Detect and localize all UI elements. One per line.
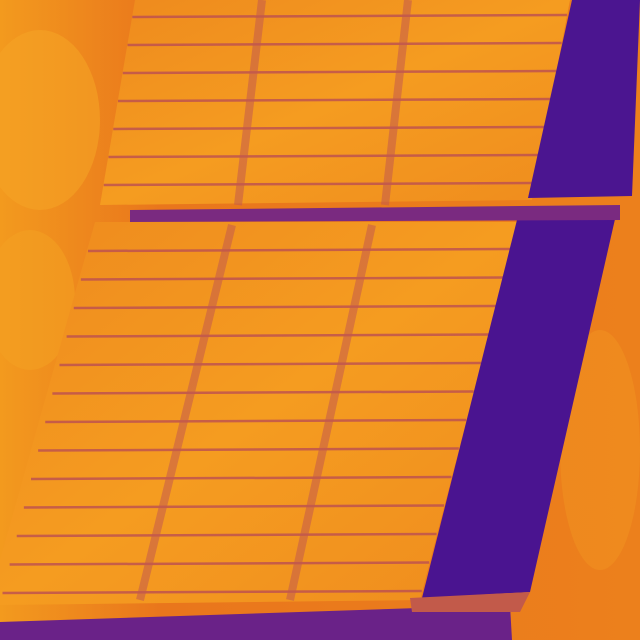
gap-line bbox=[130, 205, 620, 222]
cell-line bbox=[103, 181, 536, 187]
lower-shadow bbox=[422, 206, 618, 598]
cell-line bbox=[80, 276, 504, 281]
cell-line bbox=[117, 97, 552, 103]
cell-line bbox=[23, 504, 445, 509]
lower-panel bbox=[0, 222, 518, 605]
cell-line bbox=[286, 224, 376, 601]
cell-line bbox=[132, 13, 567, 19]
cell-lines bbox=[2, 0, 567, 601]
cell-line bbox=[2, 589, 422, 595]
cell-line bbox=[59, 361, 482, 367]
bottom-strip bbox=[0, 605, 512, 640]
cell-line bbox=[234, 0, 266, 206]
cell-line bbox=[113, 125, 546, 131]
cell-line bbox=[9, 561, 430, 566]
cell-line bbox=[66, 333, 489, 338]
upper-shadow bbox=[528, 0, 640, 198]
cell-line bbox=[16, 532, 437, 538]
cell-line bbox=[127, 41, 562, 47]
bottom-edge bbox=[410, 592, 530, 612]
cell-line bbox=[52, 390, 474, 395]
cell-line bbox=[122, 69, 557, 75]
cell-line bbox=[381, 0, 412, 206]
cell-line bbox=[108, 153, 541, 159]
cell-line bbox=[73, 304, 496, 310]
warm-patch bbox=[0, 230, 75, 370]
cell-line bbox=[87, 247, 511, 253]
cell-line bbox=[30, 475, 452, 481]
cell-line bbox=[136, 224, 236, 601]
cell-line bbox=[45, 418, 467, 424]
warm-patch bbox=[560, 330, 640, 570]
upper-panel bbox=[100, 0, 570, 205]
warm-patch bbox=[0, 30, 100, 210]
cell-line bbox=[38, 447, 459, 452]
